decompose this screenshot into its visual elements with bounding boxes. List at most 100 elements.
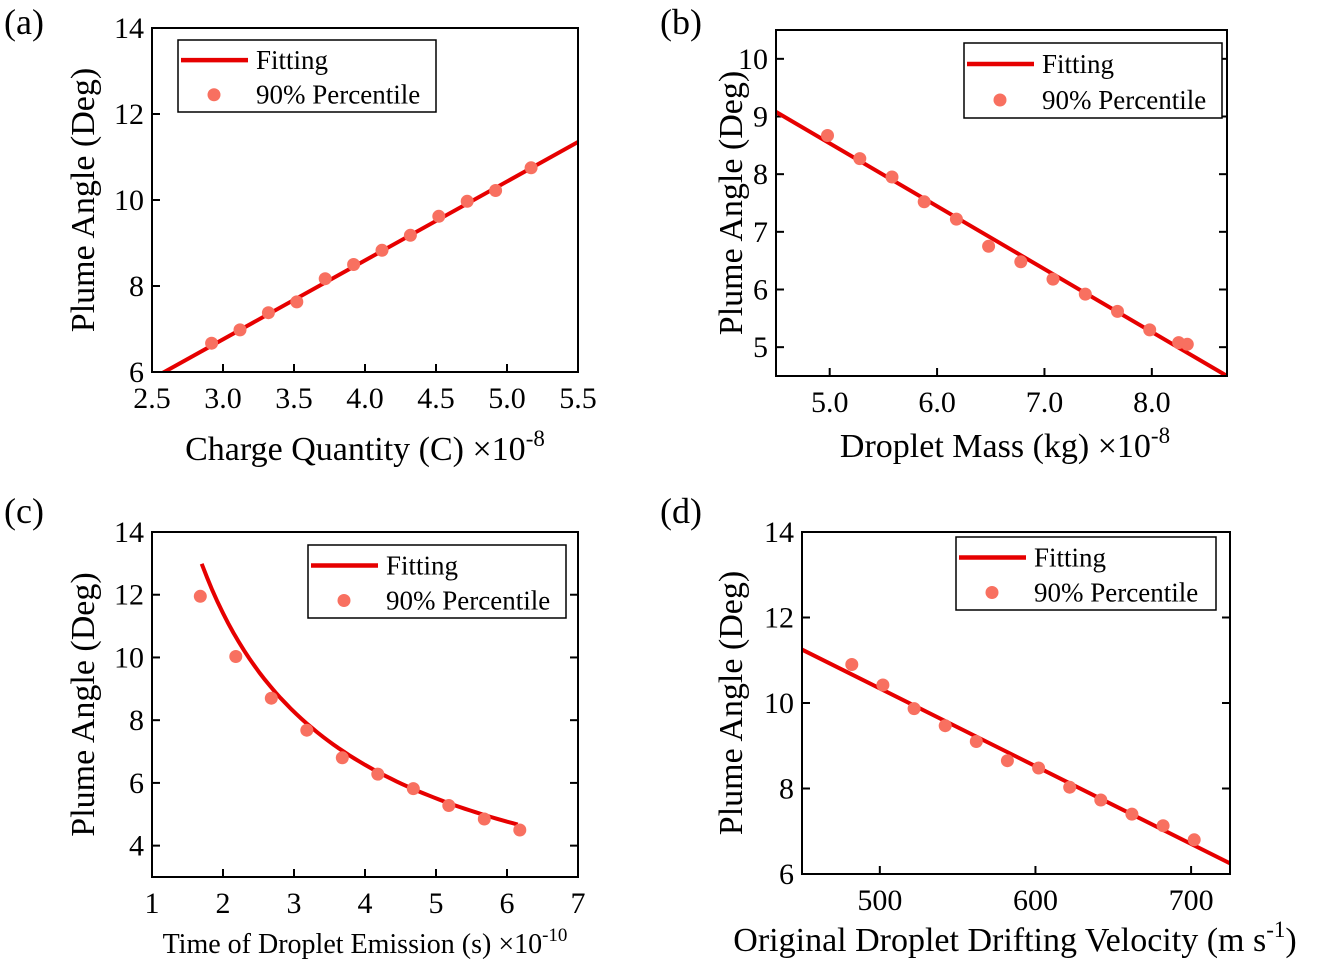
y-tick-label: 10 — [764, 687, 794, 720]
x-axis-multiplier: ×10 — [498, 929, 542, 960]
chart-panel-d: (d) 500 600 700 6 8 10 12 14 Fitting 90% Percentil… — [660, 491, 1297, 959]
data-point — [907, 702, 921, 716]
fitting-line — [160, 140, 578, 372]
y-tick-label: 6 — [753, 274, 768, 307]
x-axis-multiplier: ×10 — [473, 431, 526, 468]
data-point — [1156, 819, 1170, 833]
y-tick-label: 12 — [764, 602, 794, 635]
plot-frame — [775, 29, 1228, 377]
y-tick-label: 6 — [779, 858, 794, 891]
data-point — [1187, 833, 1201, 847]
panel-label: (d) — [660, 491, 702, 531]
data-point — [1143, 323, 1157, 337]
legend-points-swatch — [993, 93, 1007, 107]
legend-box — [955, 536, 1217, 611]
data-point — [477, 812, 491, 826]
legend-fit-label: Fitting — [1042, 49, 1114, 79]
x-axis-label: Charge Quantity (C) ×10-8 — [185, 426, 545, 468]
data-point — [460, 194, 474, 208]
data-point — [853, 152, 867, 166]
legend-fit-label: Fitting — [386, 550, 458, 580]
legend-fit-label: Fitting — [1034, 542, 1106, 572]
y-tick-label: 10 — [114, 641, 144, 674]
plot-frame — [151, 531, 579, 878]
y-tick-label: 10 — [114, 184, 144, 217]
data-point — [261, 306, 275, 320]
legend-points-label: 90% Percentile — [256, 80, 420, 110]
data-point — [335, 751, 349, 765]
fitting-line — [199, 563, 519, 827]
y-tick-label: 8 — [753, 158, 768, 191]
x-axis-label-text: Original Droplet Drifting Velocity (m s — [733, 922, 1266, 959]
data-point — [193, 589, 207, 603]
data-point — [917, 195, 931, 209]
data-point — [442, 799, 456, 812]
x-axis-exponent: -8 — [526, 426, 545, 451]
data-point — [885, 170, 899, 184]
x-tick-label: 5.5 — [559, 382, 597, 415]
x-axis-label: Droplet Mass (kg) ×10-8 — [840, 423, 1170, 465]
data-point — [821, 129, 834, 142]
y-axis-label: Plume Angle (Deg) — [65, 68, 102, 332]
data-point — [969, 735, 983, 748]
x-tick-label: 5.0 — [488, 382, 526, 415]
legend-points-swatch — [985, 585, 999, 599]
legend-points-label: 90% Percentile — [386, 585, 550, 615]
y-tick-label: 7 — [753, 216, 768, 249]
y-tick-label: 9 — [753, 101, 768, 134]
x-tick-label: 3.5 — [275, 382, 313, 415]
fitting-line — [776, 110, 1227, 376]
x-axis-label-text: Charge Quantity (C) — [185, 431, 472, 468]
data-point — [876, 678, 890, 692]
x-axis-label-suffix: ) — [1285, 922, 1296, 959]
data-point — [1078, 287, 1092, 301]
y-tick-label: 6 — [129, 767, 144, 800]
legend: Fitting 90% Percentile — [307, 544, 567, 619]
data-point — [1000, 754, 1014, 768]
data-point — [432, 209, 446, 223]
data-point — [1063, 780, 1077, 794]
x-tick-label: 6.0 — [918, 386, 956, 419]
data-point — [300, 723, 314, 737]
x-tick-label: 1 — [145, 887, 160, 920]
x-tick-label: 3.0 — [204, 382, 242, 415]
data-point — [371, 767, 385, 781]
data-point — [1094, 793, 1108, 807]
legend-points-label: 90% Percentile — [1042, 85, 1206, 115]
legend-points-label: 90% Percentile — [1034, 577, 1198, 607]
legend: Fitting 90% Percentile — [955, 536, 1217, 611]
data-point — [1014, 255, 1028, 269]
x-axis-label-text: Time of Droplet Emission (s) — [163, 929, 499, 960]
y-tick-label: 6 — [129, 356, 144, 389]
y-tick-label: 14 — [114, 516, 144, 549]
data-point — [264, 691, 278, 705]
x-tick-label: 4 — [358, 887, 373, 920]
x-axis-label: Original Droplet Drifting Velocity (m s-… — [733, 917, 1296, 959]
legend: Fitting 90% Percentile — [963, 42, 1223, 119]
data-point — [1111, 304, 1124, 318]
x-tick-label: 6 — [500, 887, 515, 920]
data-point — [290, 295, 304, 309]
y-tick-label: 8 — [129, 270, 144, 303]
data-point — [229, 650, 243, 663]
x-axis-multiplier: ×10 — [1098, 428, 1151, 465]
data-point — [938, 719, 952, 733]
data-point — [1180, 337, 1194, 351]
legend-box — [307, 544, 567, 619]
x-axis-exponent: -1 — [1266, 917, 1285, 942]
y-tick-label: 10 — [738, 43, 768, 76]
chart-panel-b: (b) 5.0 6.0 7.0 8.0 5 6 7 8 9 10 Fitting 90% Percent… — [660, 2, 1228, 465]
x-tick-label: 500 — [857, 884, 902, 917]
panel-label: (a) — [4, 2, 44, 42]
x-tick-label: 8.0 — [1133, 386, 1171, 419]
data-point — [1032, 761, 1046, 775]
x-tick-label: 2.5 — [133, 382, 171, 415]
x-axis-exponent: -10 — [542, 925, 567, 946]
chart-panel-a: (a) 2.5 3.0 3.5 4.0 4.5 5.0 5.5 6 8 10 12 14 Fitting 9… — [4, 2, 597, 468]
y-tick-label: 14 — [114, 12, 144, 45]
y-tick-label: 12 — [114, 579, 144, 612]
data-point — [1125, 807, 1139, 821]
x-tick-label: 7 — [571, 887, 586, 920]
y-tick-label: 4 — [129, 830, 144, 863]
